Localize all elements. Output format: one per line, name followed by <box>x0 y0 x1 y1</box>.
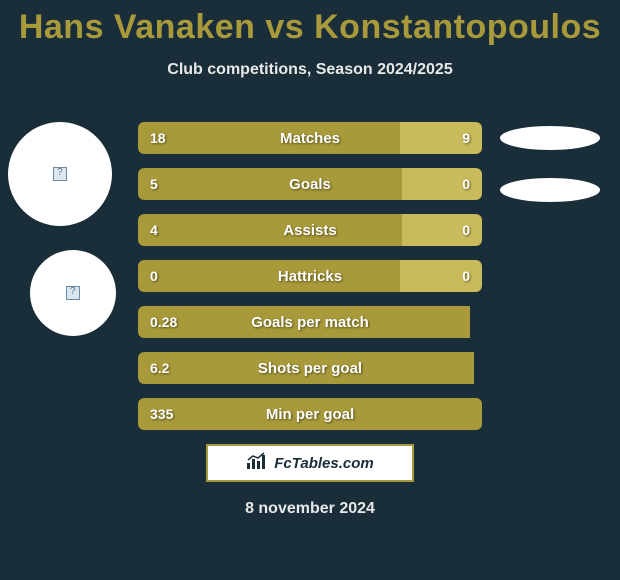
avatars-column <box>8 122 118 336</box>
page-title: Hans Vanaken vs Konstantopoulos <box>0 0 620 47</box>
stat-row: 50Goals <box>138 168 482 200</box>
stat-label: Shots per goal <box>138 352 482 384</box>
stat-row: 335Min per goal <box>138 398 482 430</box>
stat-row: 6.2Shots per goal <box>138 352 482 384</box>
stat-label: Goals per match <box>138 306 482 338</box>
club-badge-2 <box>500 178 600 202</box>
comparison-chart: 189Matches 50Goals 40Assists 00Hattricks 0.2… <box>138 122 482 444</box>
stat-label: Matches <box>138 122 482 154</box>
stat-label: Goals <box>138 168 482 200</box>
stat-row: 189Matches <box>138 122 482 154</box>
club-badge-1 <box>500 126 600 150</box>
stat-row: 0.28Goals per match <box>138 306 482 338</box>
missing-image-icon <box>53 167 67 181</box>
brand-text: FcTables.com <box>274 455 373 472</box>
player-avatar-1 <box>8 122 112 226</box>
chart-icon <box>246 452 268 475</box>
subtitle: Club competitions, Season 2024/2025 <box>0 61 620 79</box>
missing-image-icon <box>66 286 80 300</box>
stat-row: 40Assists <box>138 214 482 246</box>
player-avatar-2 <box>30 250 116 336</box>
club-badge-column <box>500 126 600 202</box>
stat-label: Hattricks <box>138 260 482 292</box>
stat-row: 00Hattricks <box>138 260 482 292</box>
footer-date: 8 november 2024 <box>0 500 620 518</box>
stat-label: Min per goal <box>138 398 482 430</box>
stat-label: Assists <box>138 214 482 246</box>
brand-badge: FcTables.com <box>206 444 414 482</box>
